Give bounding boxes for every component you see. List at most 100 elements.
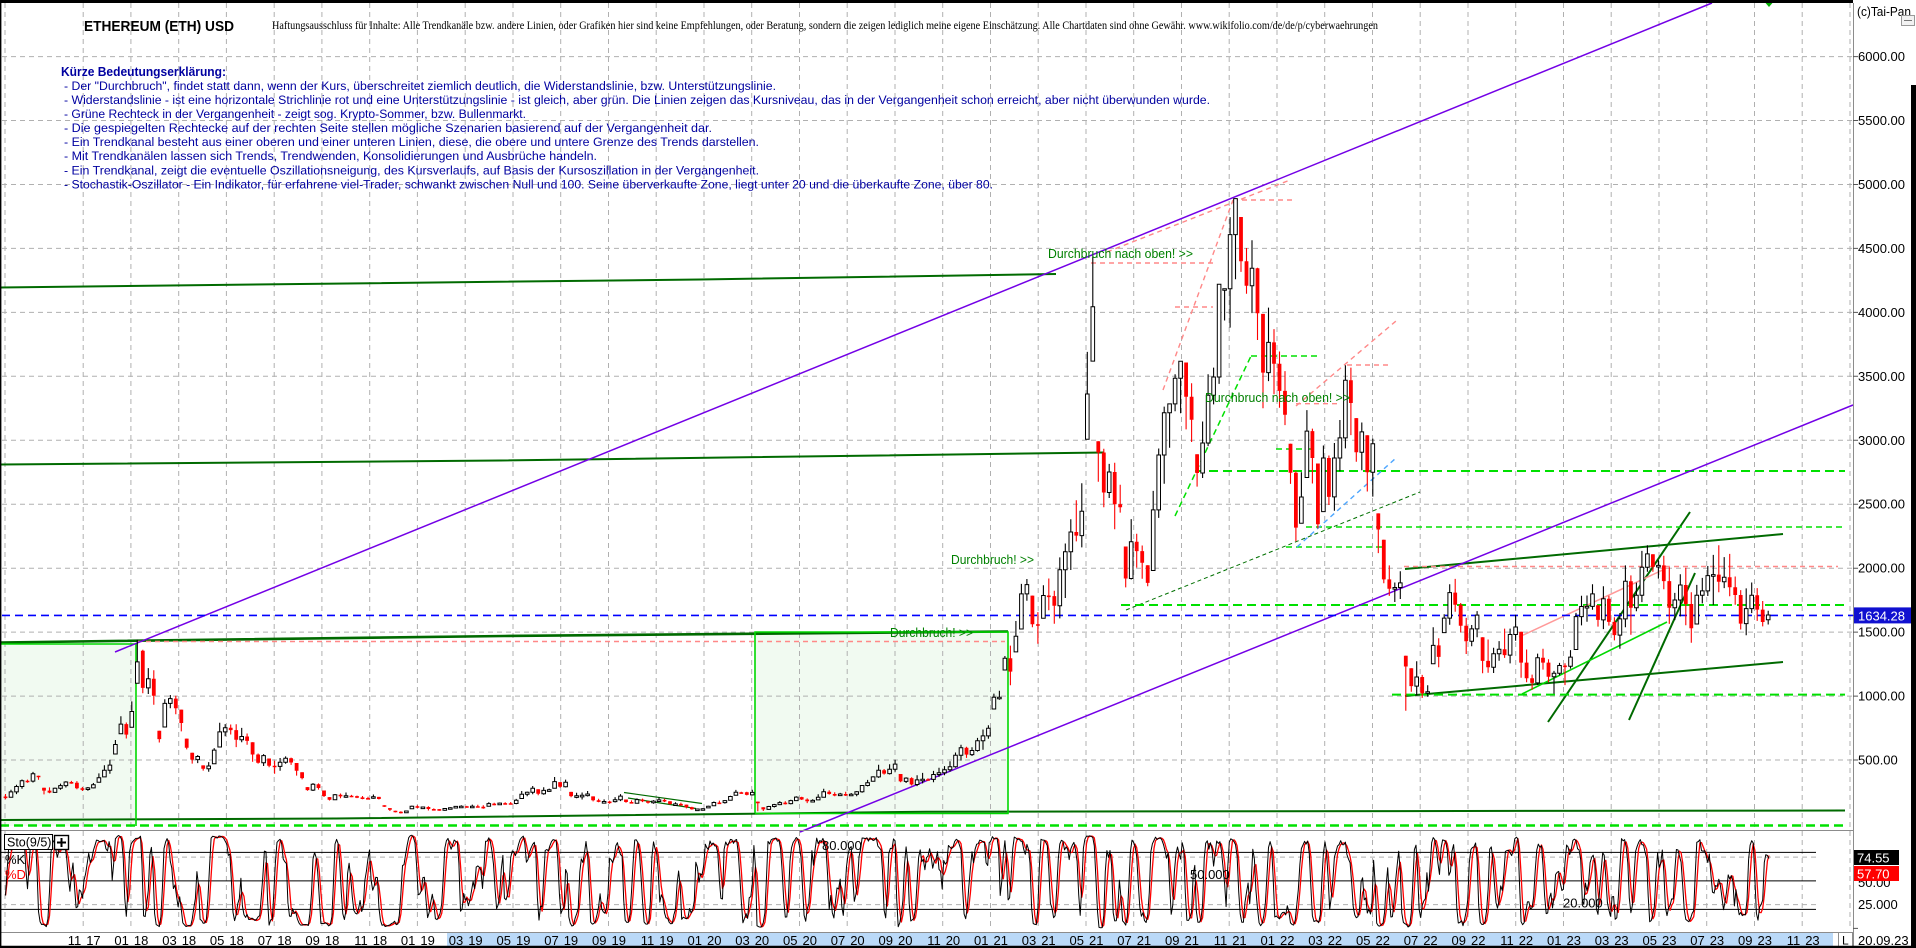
svg-text:18: 18 [325, 933, 339, 948]
svg-text:05: 05 [1070, 933, 1084, 948]
svg-text:09: 09 [592, 933, 606, 948]
svg-text:21: 21 [1185, 933, 1199, 948]
svg-text:ETHEREUM (ETH) USD: ETHEREUM (ETH) USD [84, 18, 234, 35]
svg-text:22: 22 [1280, 933, 1294, 948]
svg-text:50.000: 50.000 [1190, 867, 1230, 882]
svg-text:2000.00: 2000.00 [1858, 561, 1905, 576]
svg-text:- Grüne Rechteck in der Vergan: - Grüne Rechteck in der Vergangenheit - … [64, 107, 526, 121]
svg-text:11: 11 [68, 933, 82, 948]
svg-text:09: 09 [1452, 933, 1466, 948]
svg-text:22: 22 [1423, 933, 1437, 948]
svg-text:22: 22 [1376, 933, 1390, 948]
svg-text:(c)Tai-Pan: (c)Tai-Pan [1857, 4, 1911, 19]
svg-text:20: 20 [946, 933, 960, 948]
svg-text:07: 07 [258, 933, 272, 948]
svg-text:21: 21 [1232, 933, 1246, 948]
svg-text:07: 07 [1404, 933, 1418, 948]
svg-text:11: 11 [1500, 933, 1514, 948]
svg-text:18: 18 [373, 933, 387, 948]
svg-text:01: 01 [1261, 933, 1275, 948]
svg-text:07: 07 [1117, 933, 1131, 948]
svg-text:57.70: 57.70 [1857, 867, 1890, 882]
svg-text:1000.00: 1000.00 [1858, 689, 1905, 704]
svg-text:1500.00: 1500.00 [1858, 625, 1905, 640]
svg-text:1634.28: 1634.28 [1858, 608, 1905, 623]
svg-text:%K: %K [5, 852, 26, 867]
svg-text:%D: %D [5, 867, 26, 882]
svg-text:18: 18 [277, 933, 291, 948]
svg-text:09: 09 [1165, 933, 1179, 948]
svg-text:03: 03 [1595, 933, 1609, 948]
svg-text:05: 05 [1643, 933, 1657, 948]
svg-text:23: 23 [1614, 933, 1628, 948]
svg-text:18: 18 [229, 933, 243, 948]
svg-text:20.09.23: 20.09.23 [1858, 933, 1909, 948]
svg-text:25.000: 25.000 [1858, 897, 1898, 912]
svg-text:11: 11 [927, 933, 941, 948]
svg-text:- Mit Trendkanälen lassen sich: - Mit Trendkanälen lassen sich Trends, T… [64, 149, 597, 163]
svg-text:20: 20 [707, 933, 721, 948]
svg-text:11: 11 [354, 933, 368, 948]
svg-text:- Die gespiegelten Rechtecke a: - Die gespiegelten Rechtecke auf der rec… [64, 121, 712, 135]
svg-text:09: 09 [879, 933, 893, 948]
svg-text:23: 23 [1805, 933, 1819, 948]
svg-text:6000.00: 6000.00 [1858, 49, 1905, 64]
svg-text:01: 01 [401, 933, 415, 948]
svg-text:500.00: 500.00 [1858, 753, 1898, 768]
svg-text:21: 21 [1089, 933, 1103, 948]
svg-text:4500.00: 4500.00 [1858, 241, 1905, 256]
svg-text:19: 19 [659, 933, 673, 948]
svg-text:09: 09 [305, 933, 319, 948]
svg-text:05: 05 [210, 933, 224, 948]
svg-text:L: L [1842, 934, 1849, 948]
svg-text:05: 05 [1356, 933, 1370, 948]
svg-text:05: 05 [783, 933, 797, 948]
svg-text:21: 21 [1137, 933, 1151, 948]
svg-text:- Stochastik-Oszillator - Ein: - Stochastik-Oszillator - Ein Indikator,… [64, 177, 993, 191]
svg-text:20.000: 20.000 [1563, 896, 1603, 911]
svg-text:09: 09 [1738, 933, 1752, 948]
svg-text:20: 20 [755, 933, 769, 948]
svg-text:01: 01 [1547, 933, 1561, 948]
svg-text:74.55: 74.55 [1857, 851, 1890, 866]
svg-text:03: 03 [162, 933, 176, 948]
svg-text:5500.00: 5500.00 [1858, 113, 1905, 128]
svg-text:18: 18 [134, 933, 148, 948]
svg-text:01: 01 [688, 933, 702, 948]
svg-text:11: 11 [1787, 933, 1801, 948]
svg-text:07: 07 [544, 933, 558, 948]
svg-text:22: 22 [1471, 933, 1485, 948]
svg-text:21: 21 [1041, 933, 1055, 948]
svg-text:19: 19 [468, 933, 482, 948]
svg-text:Haftungsausschluss für Inhalte: Haftungsausschluss für Inhalte: Alle Tre… [272, 19, 1378, 32]
svg-text:19: 19 [516, 933, 530, 948]
svg-text:23: 23 [1567, 933, 1581, 948]
svg-text:20: 20 [850, 933, 864, 948]
svg-text:Kürze Bedeutungserklärung:: Kürze Bedeutungserklärung: [61, 64, 226, 79]
svg-text:20: 20 [803, 933, 817, 948]
svg-text:19: 19 [564, 933, 578, 948]
svg-text:03: 03 [735, 933, 749, 948]
svg-text:07: 07 [831, 933, 845, 948]
svg-text:2500.00: 2500.00 [1858, 497, 1905, 512]
svg-text:07: 07 [1690, 933, 1704, 948]
svg-text:80.000: 80.000 [822, 838, 862, 853]
svg-text:01: 01 [974, 933, 988, 948]
svg-text:Durchbruch nach oben! >>: Durchbruch nach oben! >> [1048, 247, 1193, 261]
svg-text:03: 03 [1022, 933, 1036, 948]
svg-text:11: 11 [1214, 933, 1228, 948]
svg-text:23: 23 [1662, 933, 1676, 948]
svg-text:5000.00: 5000.00 [1858, 177, 1905, 192]
svg-text:3000.00: 3000.00 [1858, 433, 1905, 448]
svg-text:Durchbruch! >>: Durchbruch! >> [951, 553, 1034, 567]
svg-text:19: 19 [420, 933, 434, 948]
svg-text:03: 03 [449, 933, 463, 948]
svg-text:23: 23 [1758, 933, 1772, 948]
svg-text:Sto(9/5): Sto(9/5) [7, 836, 51, 850]
svg-text:19: 19 [612, 933, 626, 948]
svg-text:- Widerstandslinie - ist eine: - Widerstandslinie - ist eine horizontal… [64, 93, 1210, 107]
svg-text:20: 20 [898, 933, 912, 948]
svg-text:Durchbruch nach oben! >>: Durchbruch nach oben! >> [1205, 391, 1350, 405]
svg-text:4000.00: 4000.00 [1858, 305, 1905, 320]
svg-text:17: 17 [86, 933, 100, 948]
